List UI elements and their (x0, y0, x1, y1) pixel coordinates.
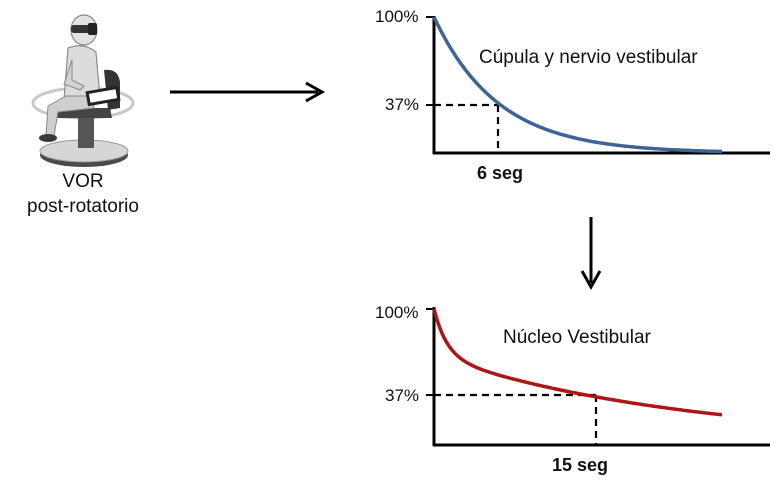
ytick-label-37: 37% (385, 95, 420, 114)
time-constant-label-cupula: 6 seg (477, 163, 524, 183)
caption-line-1: VOR (62, 171, 104, 192)
illustration-caption: VOR post-rotatorio (0, 169, 166, 219)
decay-curve-nucleo (432, 308, 723, 417)
ytick-label-37: 37% (385, 386, 420, 405)
time-constant-label-nucleo: 15 seg (552, 455, 609, 475)
person-in-rotary-chair-icon (31, 14, 135, 167)
arrow-right-icon (170, 81, 326, 103)
caption-line-2: post-rotatorio (27, 196, 139, 217)
ytick-label-100: 100% (375, 7, 419, 26)
arrow-down-icon (580, 217, 602, 291)
chart-title-cupula: Cúpula y nervio vestibular (479, 47, 698, 68)
chart-title-nucleo: Núcleo Vestibular (503, 327, 651, 348)
ytick-label-100: 100% (375, 303, 419, 322)
decay-curve-cupula (432, 16, 723, 154)
